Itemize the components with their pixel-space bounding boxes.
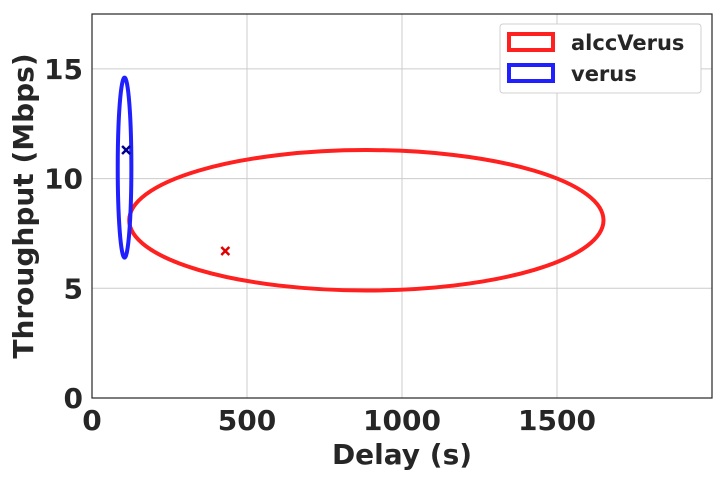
y-tick-label: 5: [64, 272, 83, 305]
x-tick-labels: 0 500 1000 1500: [82, 404, 596, 437]
y-tick-label: 15: [44, 53, 83, 86]
plot-frame: [91, 13, 713, 399]
confidence-ellipses: [115, 75, 606, 293]
x-tick-label: 1000: [363, 404, 441, 437]
legend: alccVerus verus: [499, 23, 702, 94]
x-tick-label: 500: [218, 404, 276, 437]
y-tick-label: 10: [44, 163, 83, 196]
x-tick-label: 0: [82, 404, 101, 437]
mean-marker-verus: [121, 145, 131, 155]
mean-markers: [121, 145, 231, 256]
ellipse-verus: [115, 75, 134, 260]
y-axis-label: Throughput (Mbps): [7, 53, 40, 358]
x-tick-label: 1500: [518, 404, 596, 437]
x-axis-label: Delay (s): [332, 438, 472, 471]
y-tick-labels: 0 5 10 15: [44, 53, 83, 415]
legend-swatch-alccVerus: [507, 32, 555, 52]
legend-swatch-verus: [507, 63, 555, 83]
legend-box: [499, 23, 702, 94]
y-tick-label: 0: [64, 382, 83, 415]
legend-label-alccVerus: alccVerus: [571, 31, 684, 55]
ellipse-alccVerus: [127, 148, 606, 293]
mean-marker-alccVerus: [220, 246, 231, 256]
legend-label-verus: verus: [571, 62, 637, 86]
